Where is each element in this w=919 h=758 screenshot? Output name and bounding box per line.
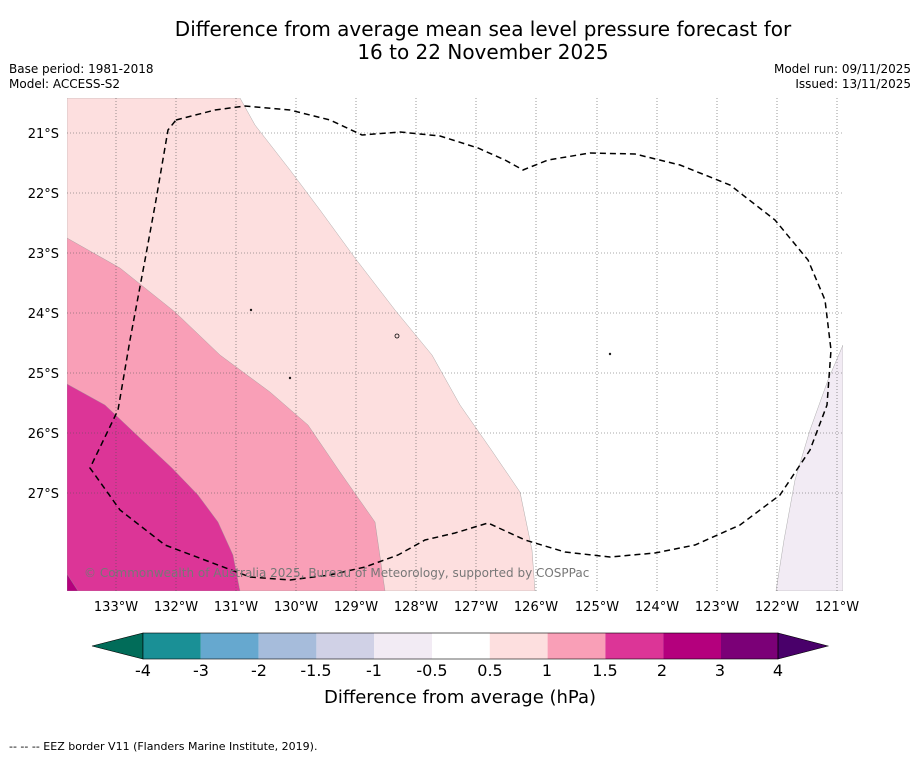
lat-label: 21°S bbox=[28, 127, 59, 142]
lon-label: 125°W bbox=[575, 600, 619, 615]
colorbar-segment bbox=[374, 633, 432, 659]
colorbar-tick: -1.5 bbox=[300, 661, 331, 680]
eez-border bbox=[89, 105, 832, 581]
colorbar-over-arrow bbox=[777, 632, 830, 660]
model-run-text: Model run: 09/11/2025 bbox=[773, 62, 911, 76]
lat-label: 24°S bbox=[28, 307, 59, 322]
colorbar-segment bbox=[316, 633, 375, 659]
colorbar-segment bbox=[200, 633, 259, 659]
colorbar-tick: 1.5 bbox=[592, 661, 617, 680]
base-period-text: Base period: 1981-2018 bbox=[9, 62, 154, 76]
colorbar-segment bbox=[258, 633, 317, 659]
colorbar-tick: 1 bbox=[542, 661, 552, 680]
lat-label: 26°S bbox=[28, 427, 59, 442]
islands bbox=[249, 308, 612, 380]
lon-label: 122°W bbox=[755, 600, 799, 615]
model-text: Model: ACCESS-S2 bbox=[9, 77, 121, 91]
copyright-text: © Commonwealth of Australia 2025, Bureau… bbox=[84, 566, 589, 580]
longitude-labels: 133°W 132°W 131°W 130°W 129°W 128°W 127°… bbox=[94, 600, 859, 615]
colorbar-segment bbox=[489, 633, 548, 659]
colorbar-tick: 4 bbox=[773, 661, 783, 680]
lat-label: 27°S bbox=[28, 487, 59, 502]
latitude-labels: 21°S 22°S 23°S 24°S 25°S 26°S 27°S bbox=[28, 127, 59, 502]
colorbar-under-arrow bbox=[91, 632, 144, 660]
colorbar-tick: -3 bbox=[193, 661, 209, 680]
contour-band-2-to-3 bbox=[67, 573, 79, 591]
colorbar-tick-labels: -4 -3 -2 -1.5 -1 -0.5 0.5 1 1.5 2 3 4 bbox=[135, 661, 783, 680]
colorbar-tick: -1 bbox=[366, 661, 382, 680]
colorbar-segment bbox=[143, 633, 201, 659]
colorbar-segment bbox=[605, 633, 664, 659]
lat-label: 22°S bbox=[28, 187, 59, 202]
map-title: Difference from average mean sea level p… bbox=[0, 18, 919, 64]
lon-label: 124°W bbox=[635, 600, 679, 615]
colorbar-tick: -2 bbox=[251, 661, 267, 680]
lat-label: 25°S bbox=[28, 367, 59, 382]
colorbar-tick: 2 bbox=[657, 661, 667, 680]
colorbar bbox=[91, 632, 830, 660]
colorbar-segment bbox=[547, 633, 606, 659]
lon-label: 130°W bbox=[274, 600, 318, 615]
title-line-1: Difference from average mean sea level p… bbox=[174, 17, 792, 41]
lon-label: 132°W bbox=[154, 600, 198, 615]
lon-label: 127°W bbox=[454, 600, 498, 615]
lon-label: 123°W bbox=[695, 600, 739, 615]
lat-label: 23°S bbox=[28, 247, 59, 262]
colorbar-label: Difference from average (hPa) bbox=[324, 687, 596, 708]
title-line-2: 16 to 22 November 2025 bbox=[357, 40, 609, 64]
colorbar-segment bbox=[721, 633, 778, 659]
meta-left: Base period: 1981-2018 Model: ACCESS-S2 bbox=[9, 62, 154, 92]
colorbar-segment bbox=[663, 633, 721, 659]
colorbar-tick: -4 bbox=[135, 661, 151, 680]
colorbar-frame bbox=[142, 632, 779, 660]
lon-label: 133°W bbox=[94, 600, 138, 615]
lon-label: 128°W bbox=[394, 600, 438, 615]
meta-right: Model run: 09/11/2025 Issued: 13/11/2025 bbox=[774, 62, 911, 92]
lon-label: 121°W bbox=[815, 600, 859, 615]
colorbar-tick: -0.5 bbox=[416, 661, 447, 680]
lon-label: 126°W bbox=[514, 600, 558, 615]
map-gridlines bbox=[67, 98, 843, 591]
lon-label: 129°W bbox=[334, 600, 378, 615]
colorbar-tick: 0.5 bbox=[477, 661, 502, 680]
colorbar-tick: 3 bbox=[715, 661, 725, 680]
issued-text: Issued: 13/11/2025 bbox=[795, 77, 911, 91]
contour-band-1-5-to-2 bbox=[67, 383, 241, 591]
eez-legend-text: -- -- -- EEZ border V11 (Flanders Marine… bbox=[9, 740, 318, 753]
lon-label: 131°W bbox=[214, 600, 258, 615]
map-area bbox=[67, 98, 843, 591]
colorbar-segment bbox=[432, 633, 490, 659]
